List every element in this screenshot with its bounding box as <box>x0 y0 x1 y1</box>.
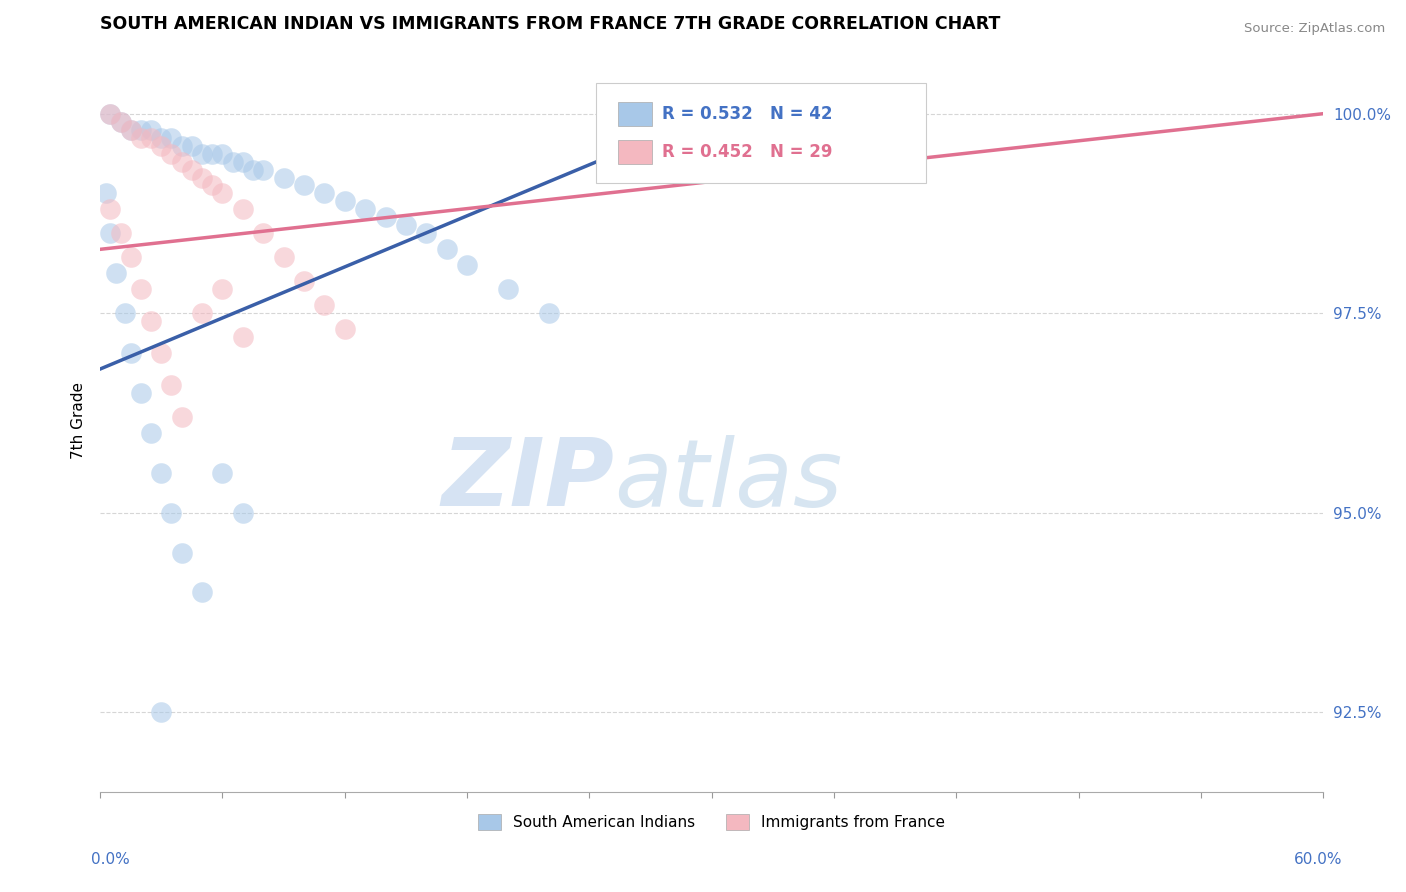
Point <box>150 138 173 153</box>
Point <box>436 243 458 257</box>
Point <box>395 219 418 233</box>
Point <box>180 138 202 153</box>
Point <box>456 258 478 272</box>
Point <box>232 154 254 169</box>
Point <box>232 506 254 520</box>
Point <box>415 227 437 241</box>
Text: Source: ZipAtlas.com: Source: ZipAtlas.com <box>1244 22 1385 36</box>
FancyBboxPatch shape <box>617 140 652 164</box>
Text: SOUTH AMERICAN INDIAN VS IMMIGRANTS FROM FRANCE 7TH GRADE CORRELATION CHART: SOUTH AMERICAN INDIAN VS IMMIGRANTS FROM… <box>100 15 1001 33</box>
Point <box>139 425 162 440</box>
Legend: South American Indians, Immigrants from France: South American Indians, Immigrants from … <box>472 808 952 837</box>
Point <box>496 282 519 296</box>
Point <box>180 162 202 177</box>
Point <box>120 346 142 360</box>
Point <box>150 346 173 360</box>
Point <box>252 227 274 241</box>
Point <box>160 506 183 520</box>
Point <box>191 170 214 185</box>
Point <box>96 186 118 201</box>
Point <box>170 154 193 169</box>
Point <box>129 122 152 136</box>
Point <box>160 130 183 145</box>
Point <box>160 146 183 161</box>
Point <box>110 227 132 241</box>
Point <box>354 202 377 217</box>
Point <box>150 130 173 145</box>
Point <box>120 250 142 264</box>
Y-axis label: 7th Grade: 7th Grade <box>72 383 86 459</box>
Point <box>273 170 295 185</box>
Point <box>139 130 162 145</box>
Point <box>139 314 162 328</box>
FancyBboxPatch shape <box>617 102 652 126</box>
Point <box>374 211 396 225</box>
Point <box>242 162 264 177</box>
Point <box>160 378 183 392</box>
Point <box>114 306 136 320</box>
Text: ZIP: ZIP <box>441 434 614 526</box>
Point <box>314 186 336 201</box>
Point <box>170 138 193 153</box>
Point <box>211 282 233 296</box>
Point <box>98 227 121 241</box>
Point <box>105 266 128 280</box>
Point <box>129 130 152 145</box>
Point <box>211 146 233 161</box>
Point <box>191 146 214 161</box>
Point <box>211 186 233 201</box>
Point <box>98 202 121 217</box>
Text: atlas: atlas <box>614 434 842 525</box>
Point <box>120 122 142 136</box>
Point <box>98 106 121 120</box>
Point <box>120 122 142 136</box>
Text: R = 0.532   N = 42: R = 0.532 N = 42 <box>662 104 832 123</box>
Point <box>170 545 193 559</box>
Point <box>129 282 152 296</box>
Point <box>110 114 132 128</box>
FancyBboxPatch shape <box>596 83 925 184</box>
Point <box>232 202 254 217</box>
Text: 60.0%: 60.0% <box>1295 852 1343 867</box>
Point <box>98 106 121 120</box>
Point <box>129 386 152 401</box>
Point <box>170 409 193 424</box>
Point <box>201 146 224 161</box>
Point <box>273 250 295 264</box>
Text: 0.0%: 0.0% <box>91 852 131 867</box>
Point <box>252 162 274 177</box>
Point <box>537 306 560 320</box>
Point <box>201 178 224 193</box>
Point <box>191 585 214 599</box>
Point <box>292 274 315 288</box>
Point <box>333 322 356 336</box>
Point <box>139 122 162 136</box>
Point <box>150 466 173 480</box>
Point <box>314 298 336 312</box>
Point <box>292 178 315 193</box>
Point <box>211 466 233 480</box>
Point <box>191 306 214 320</box>
Point <box>150 705 173 719</box>
Point <box>232 330 254 344</box>
Text: R = 0.452   N = 29: R = 0.452 N = 29 <box>662 144 832 161</box>
Point <box>221 154 243 169</box>
Point <box>110 114 132 128</box>
Point <box>333 194 356 209</box>
